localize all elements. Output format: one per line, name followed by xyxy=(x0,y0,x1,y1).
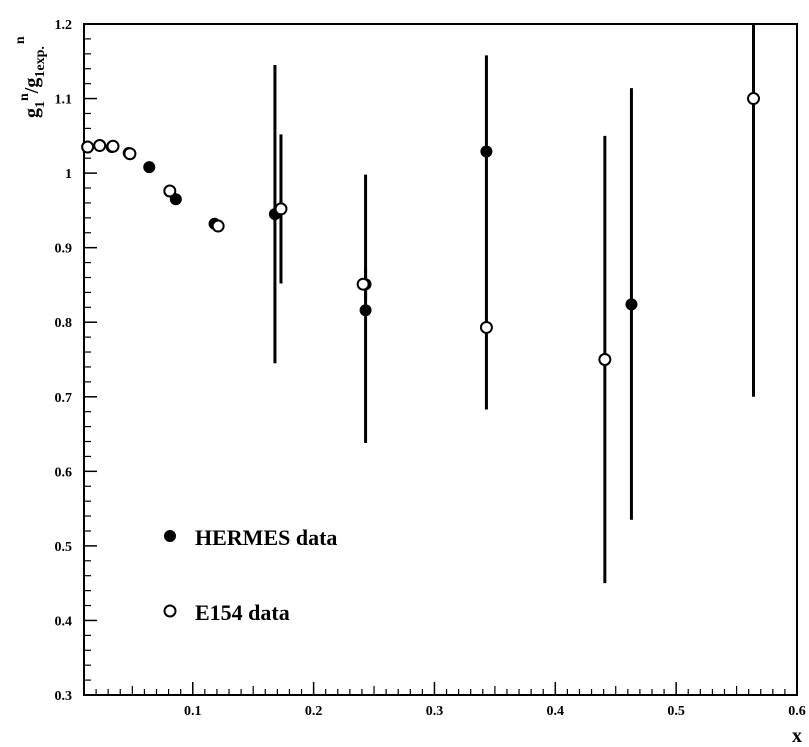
x-tick-label: 0.2 xyxy=(305,704,323,719)
y-tick-label: 0.7 xyxy=(55,391,73,406)
y-title-g2: g xyxy=(21,78,43,88)
hermes-data-point xyxy=(359,304,372,317)
y-tick-label: 1 xyxy=(65,167,72,182)
legend: HERMES data E154 data xyxy=(163,525,337,625)
y-tick-label: 0.5 xyxy=(55,540,73,555)
y-tick-label: 0.9 xyxy=(55,242,73,257)
e154-data-point xyxy=(106,139,120,153)
tick-labels: 0.3 0.4 0.5 0.6 0.7 0.8 0.9 1 1.1 1.2 0.1 0.2 0.3 0.4… xyxy=(55,18,806,719)
y-title-sub1: 1 xyxy=(33,101,48,108)
y-tick-label: 0.6 xyxy=(55,465,73,480)
legend-label-hermes: HERMES data xyxy=(195,525,337,550)
y-axis-title: g1n/g1exp.n xyxy=(13,36,48,118)
y-tick-label: 1.2 xyxy=(55,18,73,33)
y-title-sub2: 1exp. xyxy=(33,46,48,78)
hermes-data-point xyxy=(143,161,156,174)
e154-data-point xyxy=(746,92,760,106)
e154-data-point xyxy=(123,147,137,161)
hermes-data-point xyxy=(480,145,493,158)
legend-marker-e154 xyxy=(163,604,177,618)
x-tick-label: 0.1 xyxy=(184,704,202,719)
e154-data-point xyxy=(93,139,107,153)
x-tick-label: 0.4 xyxy=(547,704,565,719)
error-bars xyxy=(273,24,755,584)
axis-ticks xyxy=(83,23,798,696)
y-tick-label: 0.8 xyxy=(55,316,73,331)
e154-data-point xyxy=(356,277,370,291)
e154-data-point xyxy=(81,140,95,154)
e154-data-point xyxy=(479,320,493,334)
y-tick-label: 0.3 xyxy=(55,689,73,704)
e154-data-point xyxy=(211,219,225,233)
y-title-slash: / xyxy=(21,87,43,94)
y-title-sup1: n xyxy=(17,93,32,101)
x-tick-label: 0.6 xyxy=(788,704,806,719)
legend-marker-hermes xyxy=(164,530,176,542)
e154-data-point xyxy=(274,202,288,216)
data-markers xyxy=(81,92,760,366)
y-tick-label: 0.4 xyxy=(55,614,73,629)
x-axis-title: x xyxy=(792,725,802,747)
y-title-g1: g xyxy=(21,108,43,118)
x-tick-label: 0.5 xyxy=(667,704,685,719)
e154-data-point xyxy=(163,184,177,198)
y-title-sup2: n xyxy=(13,36,28,44)
legend-label-e154: E154 data xyxy=(195,600,290,625)
plot-frame xyxy=(83,23,798,696)
x-tick-label: 0.3 xyxy=(426,704,444,719)
hermes-data-point xyxy=(625,298,638,311)
e154-data-point xyxy=(598,353,612,366)
y-tick-label: 1.1 xyxy=(55,93,73,108)
